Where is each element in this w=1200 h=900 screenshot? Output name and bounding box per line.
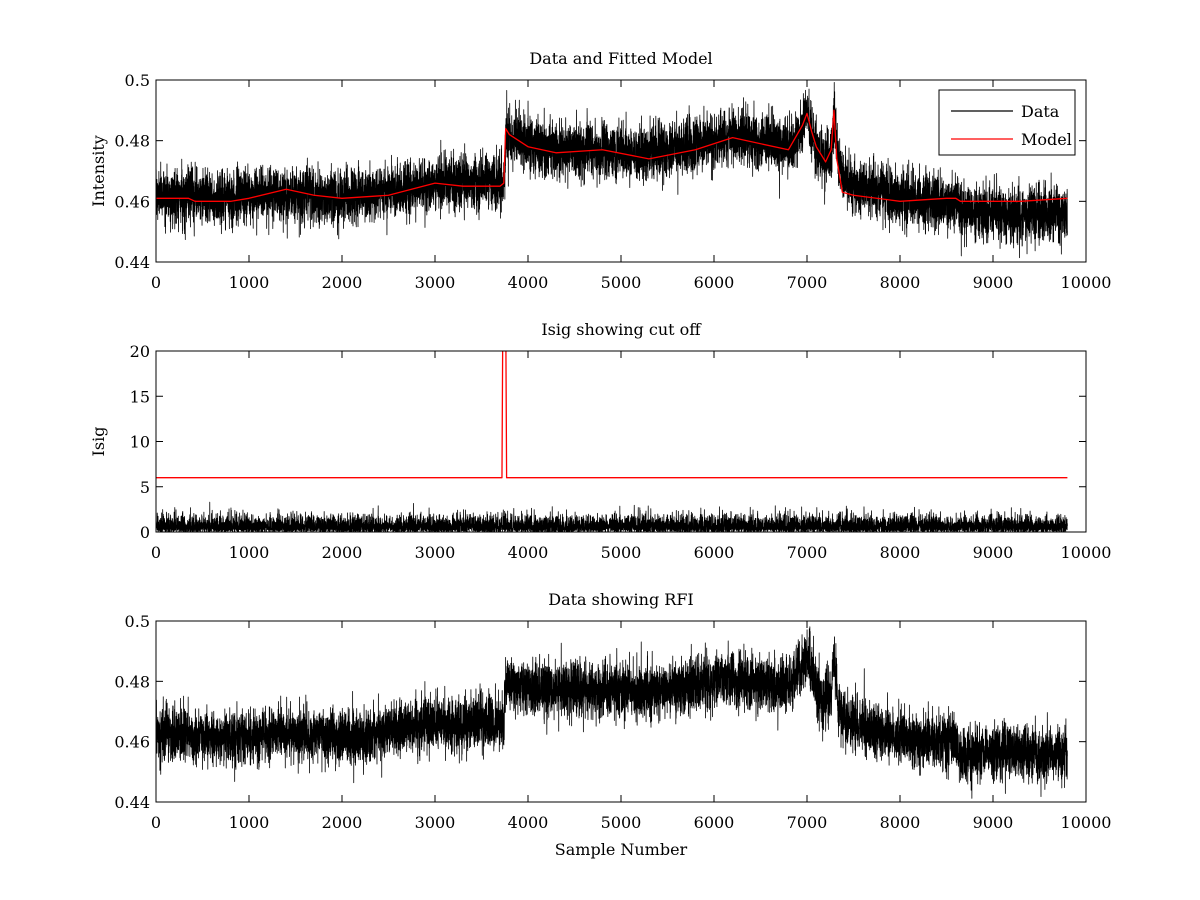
x-tick-label: 7000 bbox=[787, 273, 828, 292]
x-tick-label: 1000 bbox=[229, 813, 270, 832]
y-axis-label: Isig bbox=[89, 427, 108, 457]
x-tick-label: 8000 bbox=[880, 273, 921, 292]
x-tick-label: 10000 bbox=[1061, 273, 1112, 292]
x-tick-label: 4000 bbox=[508, 273, 549, 292]
x-tick-label: 10000 bbox=[1061, 543, 1112, 562]
legend-box bbox=[938, 89, 1076, 156]
y-tick-label: 0.48 bbox=[114, 672, 150, 691]
x-tick-label: 1000 bbox=[229, 543, 270, 562]
x-tick-label: 6000 bbox=[694, 813, 735, 832]
y-tick-label: 0.5 bbox=[125, 71, 150, 90]
chart-title: Isig showing cut off bbox=[541, 320, 702, 339]
subplot-3: 0 1000 2000 3000 4000 5000 6000 7000 8000 9000 100… bbox=[114, 590, 1111, 859]
subplot-2: 0 1000 2000 3000 4000 5000 6000 7000 8000 9000 100… bbox=[89, 320, 1112, 562]
series-trace-line bbox=[156, 501, 1068, 532]
axes-frame bbox=[155, 350, 1087, 533]
x-tick-label: 9000 bbox=[973, 543, 1014, 562]
x-tick-label: 1000 bbox=[229, 273, 270, 292]
x-tick-label: 0 bbox=[151, 543, 161, 562]
x-tick-label: 6000 bbox=[694, 273, 735, 292]
series-model-line bbox=[156, 109, 1068, 202]
y-tick-label: 0.46 bbox=[114, 733, 150, 752]
x-tick-label: 4000 bbox=[508, 813, 549, 832]
x-tick-label: 7000 bbox=[787, 543, 828, 562]
x-tick-label: 5000 bbox=[601, 273, 642, 292]
x-tick-label: 2000 bbox=[322, 543, 363, 562]
x-tick-label: 7000 bbox=[787, 813, 828, 832]
x-tick-label: 0 bbox=[151, 273, 161, 292]
x-tick-label: 6000 bbox=[694, 543, 735, 562]
series-trace-line bbox=[156, 626, 1068, 799]
x-tick-label: 5000 bbox=[601, 813, 642, 832]
x-tick-label: 3000 bbox=[415, 543, 456, 562]
x-tick-label: 8000 bbox=[880, 543, 921, 562]
chart-title: Data showing RFI bbox=[548, 590, 693, 609]
plot-area bbox=[156, 626, 1068, 799]
subplot-1: 0 1000 2000 3000 4000 5000 6000 7000 8000 9000 100… bbox=[89, 49, 1111, 292]
x-tick-label: 0 bbox=[151, 813, 161, 832]
x-tick-label: 4000 bbox=[508, 543, 549, 562]
legend-label-data: Data bbox=[1021, 102, 1060, 121]
y-tick-label: 0.5 bbox=[125, 612, 150, 631]
x-tick-label: 2000 bbox=[322, 813, 363, 832]
y-tick-label: 15 bbox=[130, 387, 150, 406]
y-tick-label: 0 bbox=[140, 523, 150, 542]
y-tick-label: 10 bbox=[130, 433, 150, 452]
x-tick-label: 9000 bbox=[973, 273, 1014, 292]
legend-label-model: Model bbox=[1021, 130, 1072, 149]
plot-area bbox=[156, 351, 1068, 532]
y-axis-label: Intensity bbox=[89, 135, 108, 207]
y-tick-label: 5 bbox=[140, 478, 150, 497]
x-tick-label: 5000 bbox=[601, 543, 642, 562]
series-cutoff-line bbox=[156, 351, 1068, 479]
y-tick-label: 20 bbox=[130, 342, 150, 361]
y-tick-label: 0.44 bbox=[114, 253, 150, 272]
x-tick-label: 3000 bbox=[415, 273, 456, 292]
series-data-line bbox=[156, 82, 1068, 259]
y-tick-label: 0.44 bbox=[114, 793, 150, 812]
legend: Data Model bbox=[938, 89, 1076, 156]
x-axis-label: Sample Number bbox=[555, 840, 688, 859]
y-tick-label: 0.46 bbox=[114, 192, 150, 211]
plot-area bbox=[156, 82, 1068, 259]
chart-title: Data and Fitted Model bbox=[529, 49, 712, 68]
x-tick-label: 3000 bbox=[415, 813, 456, 832]
x-tick-label: 10000 bbox=[1061, 813, 1112, 832]
x-tick-label: 8000 bbox=[880, 813, 921, 832]
x-tick-label: 9000 bbox=[973, 813, 1014, 832]
x-tick-label: 2000 bbox=[322, 273, 363, 292]
y-tick-label: 0.48 bbox=[114, 132, 150, 151]
